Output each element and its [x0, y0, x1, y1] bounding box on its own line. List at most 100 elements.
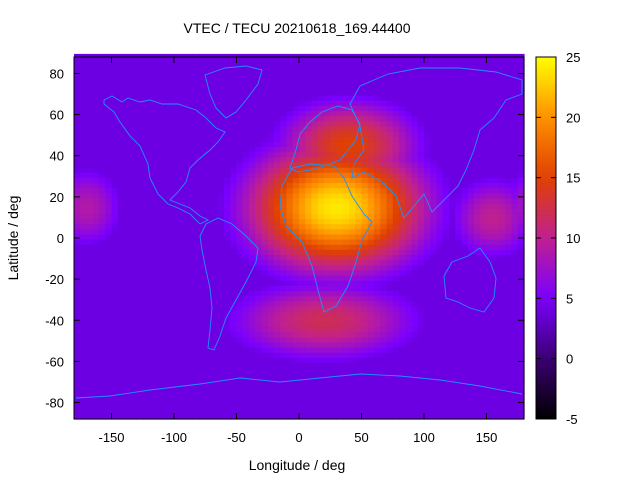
- heat-cell: [155, 233, 163, 240]
- heat-cell: [436, 357, 444, 364]
- heat-cell: [492, 182, 500, 189]
- heat-cell: [367, 244, 375, 250]
- heat-cell: [136, 167, 144, 173]
- heat-cell: [399, 100, 406, 106]
- heat-cell: [355, 95, 363, 101]
- heat-cell: [474, 187, 481, 194]
- heat-cell: [130, 161, 138, 168]
- heat-cell: [117, 197, 125, 204]
- heat-cell: [230, 341, 238, 348]
- heat-cell: [280, 239, 288, 245]
- heat-cell: [74, 372, 81, 379]
- heat-cell: [499, 218, 506, 225]
- heat-cell: [274, 100, 281, 106]
- heat-cell: [467, 357, 475, 364]
- heat-cell: [192, 115, 200, 122]
- heat-cell: [167, 95, 175, 101]
- heat-cell: [230, 357, 238, 364]
- heat-cell: [336, 197, 344, 204]
- heat-cell: [505, 316, 513, 322]
- heat-cell: [367, 161, 375, 168]
- heat-cell: [167, 187, 175, 194]
- heat-cell: [74, 336, 81, 343]
- heat-cell: [224, 136, 231, 142]
- heat-cell: [199, 347, 206, 353]
- heat-cell: [430, 249, 438, 256]
- heat-cell: [286, 151, 294, 158]
- heat-cell: [230, 208, 238, 214]
- heat-cell: [417, 146, 425, 153]
- heat-cell: [130, 311, 138, 317]
- heat-cell: [349, 388, 356, 394]
- heat-cell: [74, 269, 81, 276]
- heat-cell: [324, 280, 331, 286]
- heat-cell: [267, 259, 275, 266]
- heat-cell: [492, 377, 500, 384]
- heat-cell: [374, 316, 381, 322]
- heat-cell: [492, 341, 500, 348]
- heat-cell: [411, 244, 419, 250]
- heat-cell: [255, 264, 263, 271]
- heat-cell: [355, 244, 363, 250]
- heat-cell: [386, 264, 394, 271]
- heat-cell: [461, 321, 469, 328]
- heat-cell: [330, 305, 338, 312]
- heat-cell: [186, 59, 194, 65]
- heat-cell: [417, 182, 425, 189]
- heat-cell: [186, 172, 194, 178]
- heat-cell: [86, 388, 94, 394]
- heat-cell: [186, 311, 194, 317]
- heat-cell: [324, 151, 331, 158]
- heat-cell: [492, 403, 500, 410]
- heat-cell: [255, 347, 263, 353]
- heat-cell: [430, 321, 438, 328]
- heat-cell: [230, 305, 238, 312]
- heat-cell: [342, 125, 350, 132]
- heat-cell: [224, 89, 231, 96]
- heat-cell: [280, 305, 288, 312]
- heat-cell: [136, 59, 144, 65]
- heat-cell: [249, 347, 256, 353]
- heat-cell: [236, 331, 244, 338]
- heat-cell: [274, 264, 281, 271]
- heat-cell: [86, 125, 94, 132]
- heat-cell: [186, 336, 194, 343]
- heat-cell: [149, 131, 156, 137]
- heat-cell: [224, 131, 231, 137]
- heat-cell: [174, 264, 181, 271]
- heat-cell: [442, 362, 450, 369]
- heat-cell: [255, 89, 263, 96]
- heat-cell: [86, 372, 94, 379]
- heat-cell: [130, 413, 138, 420]
- heat-cell: [455, 341, 463, 348]
- heat-cell: [80, 146, 88, 153]
- heat-cell: [174, 300, 181, 307]
- heat-cell: [505, 110, 513, 117]
- heat-cell: [192, 239, 200, 245]
- heat-cell: [455, 285, 463, 292]
- heat-cell: [105, 264, 113, 271]
- heat-cell: [274, 105, 281, 112]
- heat-cell: [380, 280, 388, 286]
- heat-cell: [111, 100, 119, 106]
- heat-cell: [386, 341, 394, 348]
- heat-cell: [317, 326, 325, 333]
- heat-cell: [261, 388, 269, 394]
- heat-cell: [305, 383, 313, 389]
- heat-cell: [286, 275, 294, 281]
- heat-cell: [274, 172, 281, 178]
- heat-cell: [92, 100, 100, 106]
- heat-cell: [136, 383, 144, 389]
- heat-cell: [105, 228, 113, 235]
- heat-cell: [386, 285, 394, 292]
- heat-cell: [455, 203, 463, 209]
- heat-cell: [499, 408, 506, 415]
- heat-cell: [280, 254, 288, 261]
- heat-cell: [267, 131, 275, 137]
- heat-cell: [317, 300, 325, 307]
- heat-cell: [299, 213, 306, 220]
- heat-cell: [99, 110, 106, 117]
- heat-cell: [217, 125, 225, 132]
- heat-cell: [117, 84, 125, 91]
- heat-cell: [367, 192, 375, 199]
